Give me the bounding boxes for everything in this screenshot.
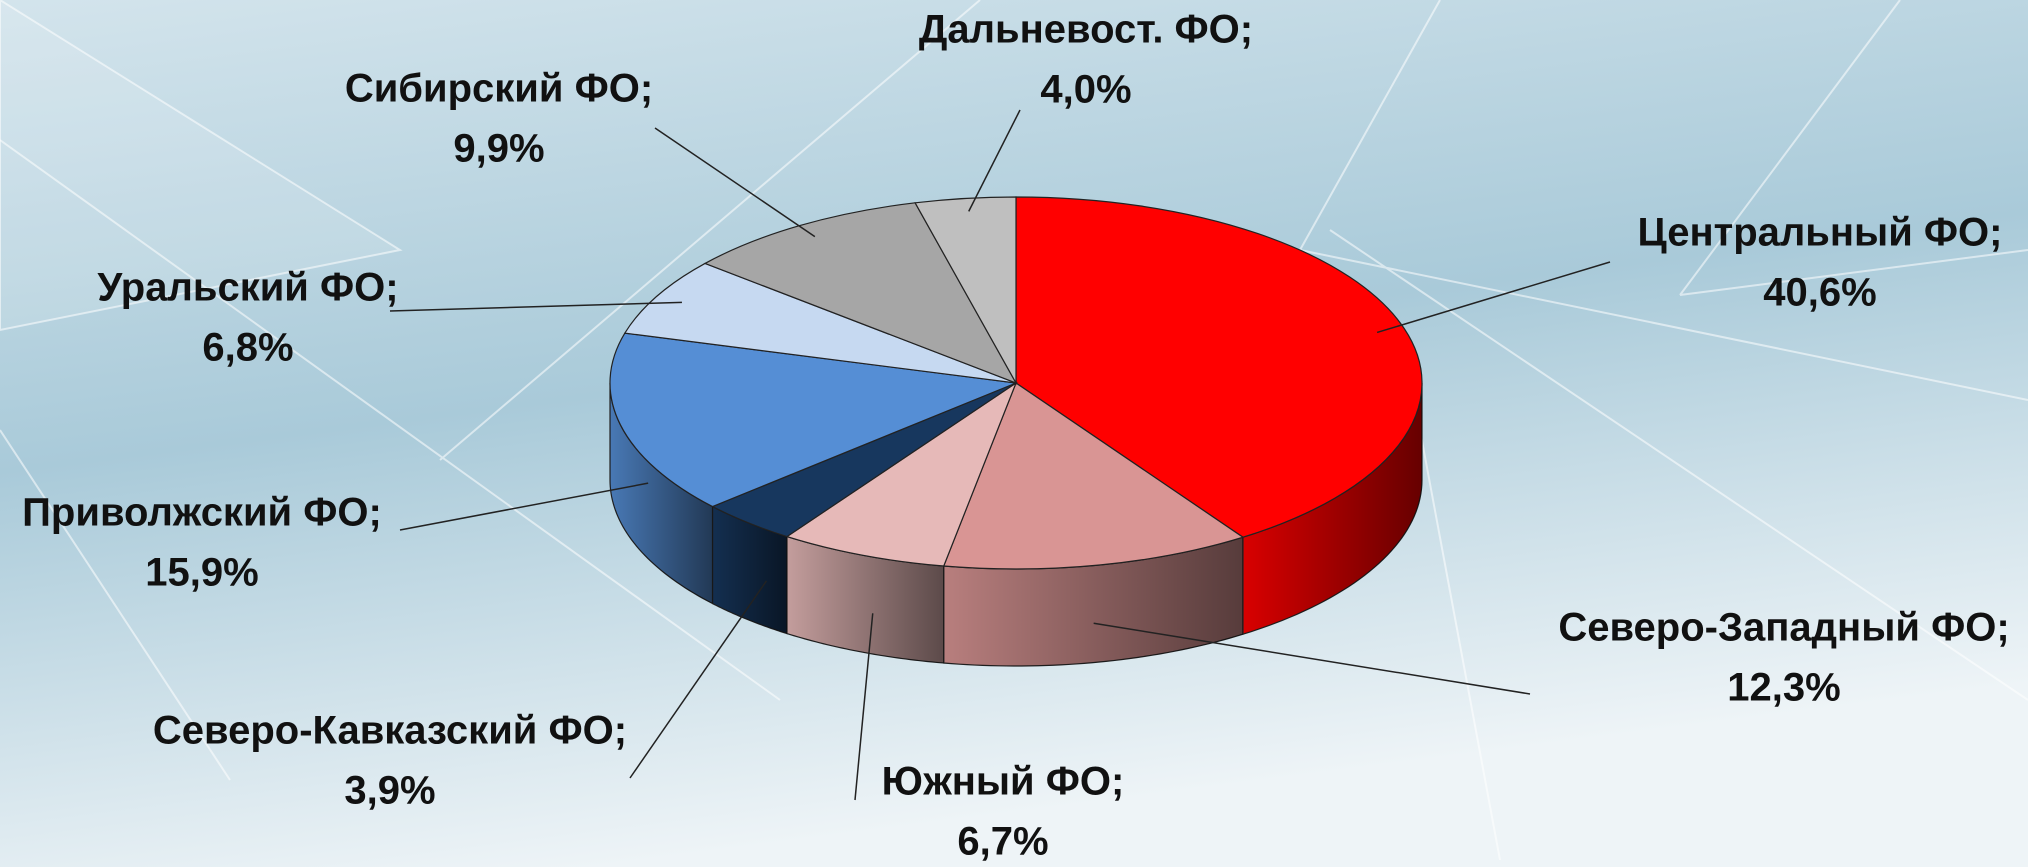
leader-line bbox=[389, 301, 682, 312]
value-label: 4,0% bbox=[1040, 68, 1131, 112]
category-label: Центральный ФО; bbox=[1638, 211, 2003, 255]
leader-line bbox=[854, 613, 874, 801]
slice-side-shade bbox=[610, 383, 713, 604]
category-label: Северо-Кавказский ФО; bbox=[153, 709, 627, 753]
slice-side-shade bbox=[712, 506, 787, 634]
category-label: Уральский ФО; bbox=[97, 266, 398, 310]
category-label: Южный ФО; bbox=[882, 760, 1125, 804]
leader-line bbox=[1376, 261, 1611, 334]
value-label: 6,8% bbox=[202, 326, 293, 370]
value-label: 9,9% bbox=[453, 127, 544, 171]
leader-line bbox=[629, 580, 768, 779]
slice bbox=[623, 262, 1017, 384]
category-label: Сибирский ФО; bbox=[345, 67, 653, 111]
leader-line bbox=[968, 109, 1021, 212]
leader-line bbox=[654, 127, 816, 238]
value-label: 15,9% bbox=[145, 551, 258, 595]
slice-side-shade bbox=[1242, 383, 1422, 635]
slice bbox=[1015, 196, 1423, 538]
category-label: Дальневост. ФО; bbox=[919, 8, 1253, 52]
slice-side-shade bbox=[786, 536, 944, 664]
leader-line bbox=[399, 482, 649, 531]
category-label: Северо-Западный ФО; bbox=[1558, 606, 2009, 650]
value-label: 6,7% bbox=[957, 820, 1048, 864]
value-label: 12,3% bbox=[1727, 666, 1840, 710]
slice bbox=[785, 381, 1018, 567]
slice bbox=[609, 332, 1019, 508]
pie-tops bbox=[609, 196, 1423, 570]
leader-line bbox=[1093, 622, 1531, 695]
value-label: 40,6% bbox=[1763, 271, 1876, 315]
slice bbox=[914, 196, 1017, 386]
pie bbox=[609, 196, 1423, 667]
value-label: 3,9% bbox=[344, 769, 435, 813]
slice bbox=[942, 382, 1245, 570]
category-label: Приволжский ФО; bbox=[22, 491, 382, 535]
